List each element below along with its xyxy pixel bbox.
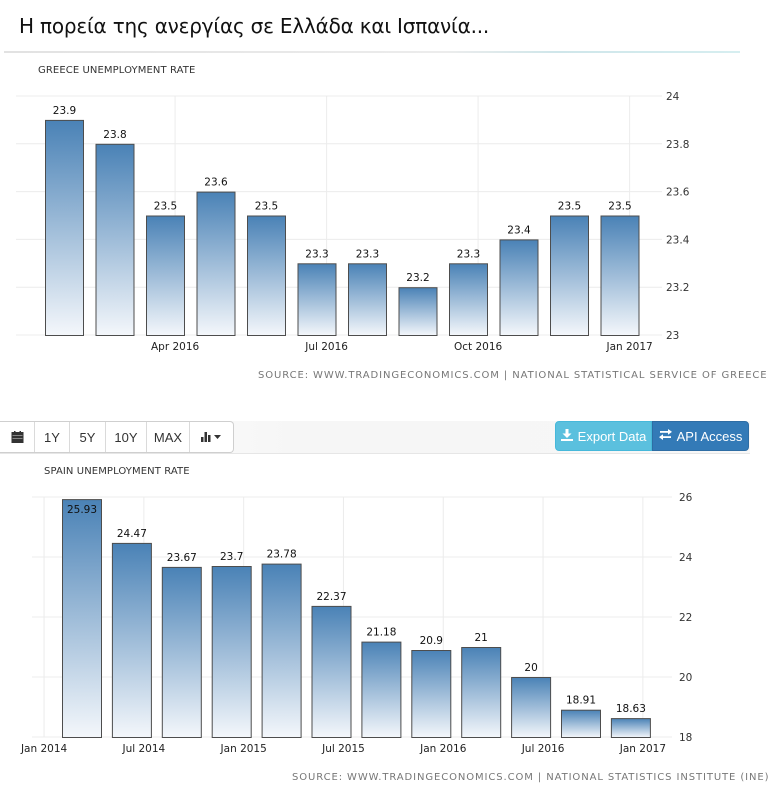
download-icon	[560, 428, 573, 444]
bar-value-label: 25.93	[67, 504, 97, 516]
chart-toolbar: 1Y 5Y 10Y MAX Export Data API Access	[0, 421, 750, 454]
x-tick-label: Jul 2014	[122, 743, 166, 755]
bar	[45, 119, 84, 337]
y-tick-label: 24	[666, 91, 680, 103]
bar-value-label: 23.5	[558, 201, 581, 213]
bar	[561, 709, 601, 739]
api-access-button[interactable]: API Access	[652, 421, 749, 451]
y-tick-label: 26	[679, 492, 693, 504]
x-tick-label: Jan 2016	[419, 743, 467, 755]
bar-value-label: 20	[524, 662, 537, 674]
y-tick-label: 22	[679, 612, 692, 624]
y-tick-label: 23.8	[666, 139, 689, 151]
bar-value-label: 23.2	[406, 272, 429, 284]
y-tick-label: 18	[679, 732, 692, 744]
x-tick-label: Jan 2017	[619, 743, 666, 755]
bar	[146, 215, 185, 336]
bar	[111, 542, 152, 739]
bar-value-label: 22.37	[316, 591, 346, 603]
greece-unemployment-chart: GREECE UNEMPLOYMENT RATE 23 23.2 23.4 23.6 2…	[16, 65, 768, 381]
bar	[361, 641, 402, 738]
chart-title: GREECE UNEMPLOYMENT RATE	[38, 65, 196, 76]
bar	[348, 263, 387, 336]
bar-value-label: 18.91	[566, 695, 596, 707]
x-tick-label: Jul 2016	[521, 743, 565, 755]
y-tick-label: 20	[679, 672, 692, 684]
bar	[311, 605, 352, 739]
calendar-icon	[11, 431, 23, 443]
bar	[161, 566, 202, 739]
export-data-button[interactable]: Export Data	[555, 421, 652, 451]
bar-chart-icon	[200, 432, 221, 442]
bar-value-label: 23.67	[167, 552, 197, 564]
range-max-button[interactable]: MAX	[146, 422, 189, 452]
chart-title: SPAIN UNEMPLOYMENT RATE	[44, 466, 190, 477]
greece-chart-plot: 23 23.2 23.4 23.6 23.8 24 Apr 2016 Jul 2016 Oct …	[16, 91, 690, 353]
page-title: Η πορεία της ανεργίας σε Ελλάδα και Ισπα…	[19, 14, 490, 38]
bar	[62, 499, 102, 738]
x-tick-label: Jan 2015	[220, 743, 267, 755]
bar	[398, 287, 438, 337]
chart-type-dropdown[interactable]	[189, 422, 233, 452]
bar-value-label: 21.18	[366, 627, 396, 639]
bar-value-label: 23.7	[220, 551, 243, 563]
y-tick-label: 23	[666, 330, 679, 342]
range-1y-button[interactable]: 1Y	[34, 422, 69, 452]
bar	[550, 215, 589, 336]
x-tick-label: Oct 2016	[454, 341, 503, 353]
chart-source[interactable]: SOURCE: WWW.TRADINGECONOMICS.COM | NATIO…	[258, 370, 768, 381]
caret-down-icon	[213, 435, 221, 439]
bar	[511, 677, 552, 738]
bar	[261, 563, 302, 738]
calendar-button[interactable]	[0, 422, 34, 452]
bar-value-label: 23.4	[507, 224, 531, 236]
bar	[211, 566, 252, 738]
bar-value-label: 23.5	[255, 201, 278, 213]
x-tick-label: Jan 2014	[20, 743, 68, 755]
x-tick-label: Apr 2016	[151, 341, 200, 353]
range-button-group: 1Y 5Y 10Y MAX	[0, 421, 234, 453]
y-tick-label: 23.6	[666, 187, 690, 199]
bar	[449, 263, 488, 336]
bar-value-label: 21	[475, 632, 488, 644]
export-data-label: Export Data	[577, 428, 647, 444]
bar	[610, 718, 651, 738]
bar	[461, 647, 502, 738]
x-tick-label: Jan 2017	[605, 341, 652, 353]
bar	[95, 143, 135, 336]
bar-value-label: 23.3	[457, 248, 480, 260]
y-tick-label: 24	[679, 552, 693, 564]
chart-source[interactable]: SOURCE: WWW.TRADINGECONOMICS.COM | NATIO…	[292, 772, 770, 783]
range-5y-button[interactable]: 5Y	[69, 422, 105, 452]
bar	[499, 239, 539, 336]
range-10y-button[interactable]: 10Y	[105, 422, 146, 452]
x-tick-label: Jul 2015	[321, 743, 365, 755]
bar-value-label: 23.5	[154, 201, 177, 213]
bar-value-label: 24.47	[117, 528, 147, 540]
title-divider	[4, 51, 740, 53]
y-tick-label: 23.4	[666, 234, 690, 246]
bar-value-label: 20.9	[420, 635, 443, 647]
bar-value-label: 23.6	[204, 177, 228, 189]
bar-value-label: 23.3	[305, 248, 328, 260]
bar	[600, 215, 640, 336]
api-access-label: API Access	[676, 428, 743, 444]
bar-value-label: 23.3	[356, 248, 379, 260]
bar-value-label: 23.8	[103, 129, 126, 141]
bar-value-label: 18.63	[616, 703, 646, 715]
bar	[196, 191, 236, 336]
bar-value-label: 23.9	[53, 105, 76, 117]
x-tick-label: Jul 2016	[304, 341, 348, 353]
bar	[411, 650, 452, 738]
y-tick-label: 23.2	[666, 282, 689, 294]
bar	[247, 215, 286, 336]
bar	[297, 263, 337, 336]
bar-value-label: 23.78	[267, 549, 297, 561]
exchange-arrows-icon	[658, 429, 672, 443]
bar-value-label: 23.5	[608, 201, 631, 213]
